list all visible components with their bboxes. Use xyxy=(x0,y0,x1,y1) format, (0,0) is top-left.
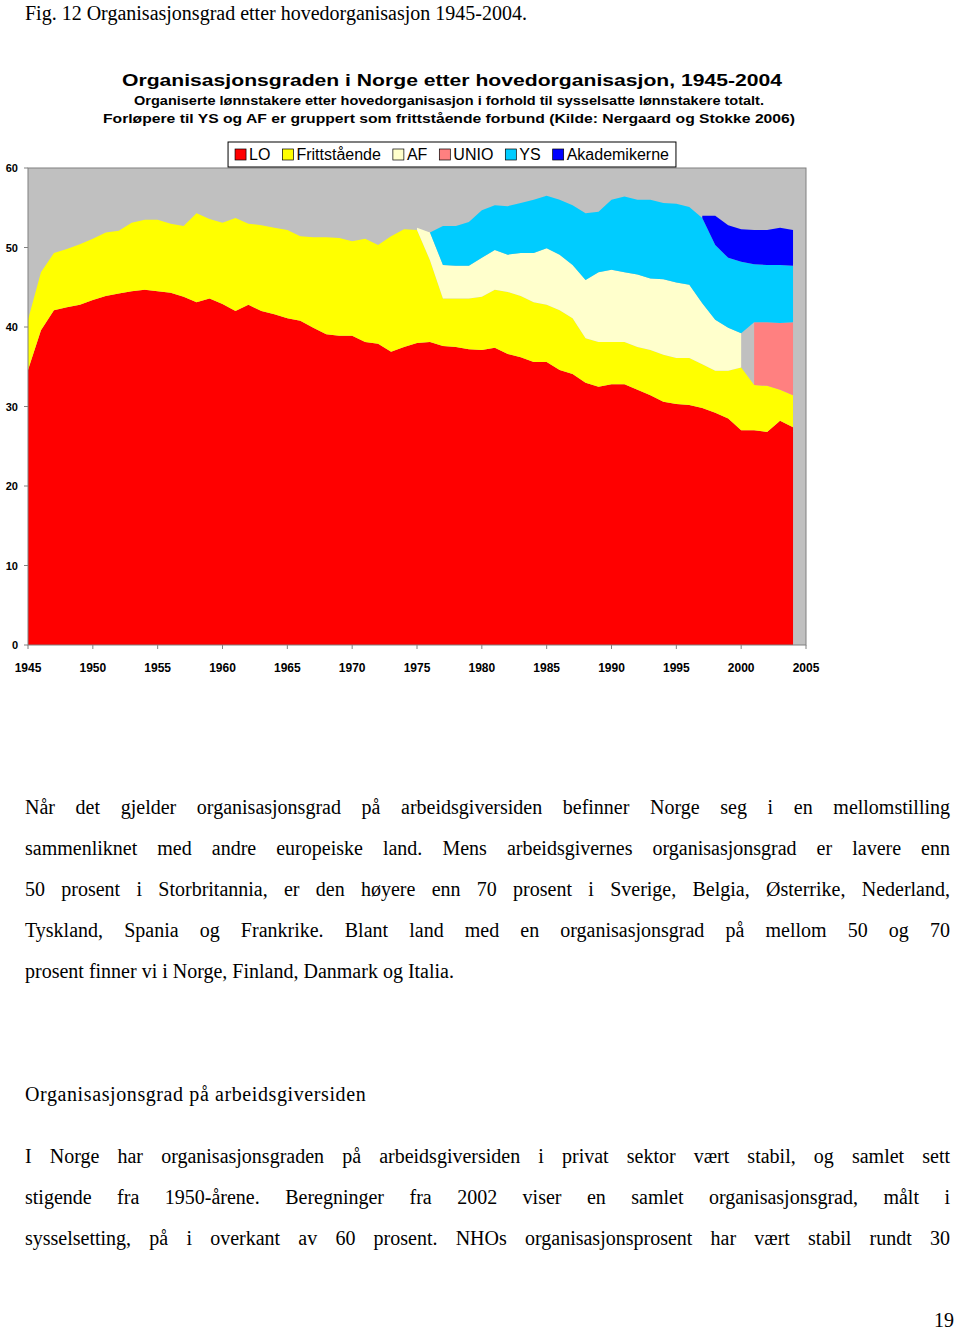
body-text-line: I Norge har organisasjonsgraden på arbei… xyxy=(25,1143,950,1169)
x-tick xyxy=(352,645,353,649)
legend: LO Frittstående AF UNIO YS Akademikerne xyxy=(228,142,676,167)
y-tick xyxy=(24,168,28,169)
y-tick xyxy=(24,406,28,407)
y-tick-label: 20 xyxy=(6,480,18,492)
legend-swatch xyxy=(235,149,246,160)
legend-label: LO xyxy=(249,146,270,163)
x-tick xyxy=(417,645,418,649)
x-tick-label: 1995 xyxy=(663,661,690,675)
body-text-line: prosent finner vi i Norge, Finland, Danm… xyxy=(25,958,950,984)
x-tick xyxy=(157,645,158,649)
body-text-line: sysselsetting, på i overkant av 60 prose… xyxy=(25,1225,950,1251)
x-tick xyxy=(611,645,612,649)
y-tick-label: 40 xyxy=(6,321,18,333)
x-tick-label: 1960 xyxy=(209,661,236,675)
legend-swatch xyxy=(505,149,516,160)
plot-background xyxy=(28,168,806,645)
area-series xyxy=(754,322,793,395)
legend-box xyxy=(228,142,676,167)
y-tick-label: 60 xyxy=(6,162,18,174)
section-heading: Organisasjonsgrad på arbeidsgiversiden xyxy=(25,1081,366,1107)
body-text-line: sammenliknet med andre europeiske land. … xyxy=(25,835,950,861)
x-tick-label: 1990 xyxy=(598,661,625,675)
page-number: 19 xyxy=(934,1307,954,1331)
chart-title: Organisasjonsgraden i Norge etter hovedo… xyxy=(122,71,783,90)
legend-label: UNIO xyxy=(453,146,493,163)
x-tick-label: 1985 xyxy=(533,661,560,675)
body-text-line: Tyskland, Spania og Frankrike. Blant lan… xyxy=(25,917,950,943)
figure-caption: Fig. 12 Organisasjonsgrad etter hovedorg… xyxy=(25,0,527,26)
legend-label: AF xyxy=(407,146,428,163)
body-text-line: 50 prosent i Storbritannia, er den høyer… xyxy=(25,876,950,902)
y-tick-label: 10 xyxy=(6,560,18,572)
chart-subtitle: Organiserte lønnstakere etter hovedorgan… xyxy=(134,93,764,108)
plot-area xyxy=(28,196,793,645)
y-tick-label: 50 xyxy=(6,242,18,254)
x-tick-label: 1975 xyxy=(404,661,431,675)
plot-frame xyxy=(28,168,806,645)
body-text-line: Når det gjelder organisasjonsgrad på arb… xyxy=(25,794,950,820)
x-tick-label: 1955 xyxy=(144,661,171,675)
legend-swatch xyxy=(553,149,564,160)
y-tick xyxy=(24,565,28,566)
y-tick-label: 30 xyxy=(6,401,18,413)
legend-swatch xyxy=(282,149,293,160)
chart-subtitle: Forløpere til YS og AF er gruppert som f… xyxy=(103,111,795,126)
x-tick-label: 1970 xyxy=(339,661,366,675)
y-tick xyxy=(24,486,28,487)
legend-label: Akademikerne xyxy=(567,146,669,163)
legend-label: Frittstående xyxy=(296,146,381,163)
y-tick-label: 0 xyxy=(12,639,18,651)
legend-label: YS xyxy=(519,146,540,163)
x-tick xyxy=(28,645,29,649)
x-tick xyxy=(222,645,223,649)
x-tick-label: 1945 xyxy=(15,661,42,675)
area-series xyxy=(702,216,793,266)
x-tick-label: 1980 xyxy=(468,661,495,675)
x-tick xyxy=(92,645,93,649)
x-tick xyxy=(481,645,482,649)
legend-swatch xyxy=(393,149,404,160)
chart: Organisasjonsgraden i Norge etter hovedo… xyxy=(0,0,960,700)
y-tick xyxy=(24,327,28,328)
x-tick-label: 1950 xyxy=(79,661,106,675)
area-series xyxy=(430,196,793,334)
x-tick-label: 2005 xyxy=(793,661,820,675)
x-tick-label: 1965 xyxy=(274,661,301,675)
y-tick xyxy=(24,645,28,646)
x-tick-label: 2000 xyxy=(728,661,755,675)
x-tick xyxy=(741,645,742,649)
x-tick xyxy=(676,645,677,649)
legend-swatch xyxy=(439,149,450,160)
y-tick xyxy=(24,247,28,248)
x-tick xyxy=(806,645,807,649)
body-text-line: stigende fra 1950-årene. Beregninger fra… xyxy=(25,1184,950,1210)
x-tick xyxy=(287,645,288,649)
x-tick xyxy=(546,645,547,649)
